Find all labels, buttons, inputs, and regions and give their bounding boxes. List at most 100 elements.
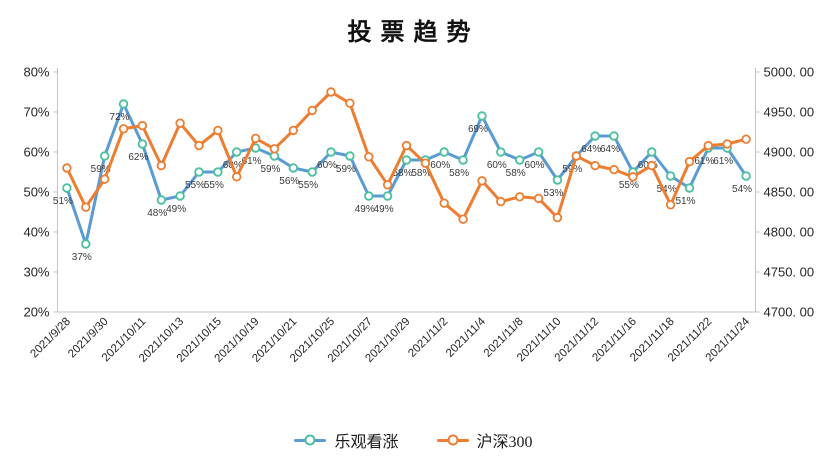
data-point-marker bbox=[458, 214, 468, 224]
data-point-marker bbox=[439, 198, 449, 208]
data-point-marker bbox=[81, 202, 91, 212]
data-point-marker bbox=[326, 87, 336, 97]
data-point-marker bbox=[647, 147, 657, 157]
data-point-marker bbox=[609, 164, 619, 175]
data-point-marker bbox=[99, 174, 110, 184]
legend-label-csi300: 沪深300 bbox=[476, 434, 533, 451]
data-point-label: 51% bbox=[53, 196, 73, 207]
data-point-label: 54% bbox=[657, 184, 677, 195]
data-point-marker bbox=[194, 140, 204, 151]
chart-legend: 乐观看涨 沪深300 bbox=[0, 428, 827, 452]
data-point-label: 59% bbox=[336, 164, 356, 175]
left-axis-tick-label: 20% bbox=[23, 305, 49, 320]
x-axis-tick-label: 2021/11/4 bbox=[444, 315, 488, 359]
data-point-marker bbox=[231, 147, 242, 157]
data-point-marker bbox=[590, 160, 600, 171]
x-axis-tick-label: 2021/11/2 bbox=[406, 316, 450, 360]
data-point-label: 55% bbox=[185, 180, 205, 191]
data-point-marker bbox=[118, 99, 129, 109]
data-point-marker bbox=[99, 151, 110, 161]
data-point-marker bbox=[533, 147, 544, 157]
right-axis-tick-label: 4850. 00 bbox=[764, 185, 815, 200]
legend-circle-marker-icon bbox=[304, 434, 316, 446]
data-point-marker bbox=[288, 125, 298, 136]
data-point-label: 37% bbox=[72, 252, 92, 263]
right-axis-tick-label: 4900. 00 bbox=[764, 145, 815, 160]
right-axis-tick-label: 4800. 00 bbox=[764, 225, 815, 240]
data-point-label: 51% bbox=[675, 196, 695, 207]
data-point-marker bbox=[307, 167, 317, 177]
data-point-marker bbox=[420, 158, 431, 168]
data-point-marker bbox=[137, 120, 148, 131]
left-axis-tick-label: 40% bbox=[23, 225, 49, 240]
data-point-marker bbox=[382, 180, 393, 190]
data-point-marker bbox=[345, 151, 355, 161]
data-point-marker bbox=[722, 139, 732, 149]
chart-title: 投票趋势 bbox=[347, 20, 480, 46]
data-point-label: 60% bbox=[525, 160, 545, 171]
left-axis-tick-label: 30% bbox=[23, 265, 49, 280]
data-point-marker bbox=[213, 167, 223, 177]
data-point-label: 60% bbox=[487, 160, 507, 171]
data-point-label: 72% bbox=[110, 112, 130, 123]
data-point-label: 55% bbox=[298, 180, 318, 191]
data-point-marker bbox=[175, 118, 185, 128]
data-point-marker bbox=[533, 193, 544, 204]
legend-circle-marker-icon bbox=[447, 434, 458, 446]
data-point-marker bbox=[477, 111, 487, 121]
right-axis-tick-label: 5000. 00 bbox=[764, 65, 815, 80]
data-point-marker bbox=[382, 191, 393, 201]
left-axis-tick-label: 70% bbox=[23, 105, 49, 120]
data-point-marker bbox=[458, 155, 468, 165]
data-point-label: 55% bbox=[619, 180, 639, 191]
data-point-marker bbox=[609, 131, 619, 141]
data-point-label: 61% bbox=[694, 156, 714, 167]
data-point-marker bbox=[628, 172, 638, 182]
data-point-label: 69% bbox=[468, 124, 488, 135]
data-point-marker bbox=[684, 156, 695, 167]
data-point-marker bbox=[647, 160, 657, 171]
data-point-label: 54% bbox=[732, 184, 752, 195]
data-point-marker bbox=[156, 160, 166, 171]
right-axis-tick-label: 4700. 00 bbox=[764, 305, 815, 320]
data-point-marker bbox=[269, 144, 280, 154]
data-point-marker bbox=[326, 147, 336, 157]
data-point-label: 59% bbox=[260, 164, 280, 175]
data-point-label: 49% bbox=[166, 204, 186, 215]
data-point-marker bbox=[590, 131, 600, 141]
data-point-label: 61% bbox=[242, 156, 262, 167]
data-point-label: 48% bbox=[147, 208, 167, 219]
legend-item-optimistic: 乐观看涨 bbox=[294, 428, 399, 452]
data-point-marker bbox=[496, 147, 506, 157]
data-point-marker bbox=[665, 171, 676, 181]
data-point-marker bbox=[62, 183, 72, 193]
data-point-marker bbox=[231, 172, 242, 182]
legend-label-optimistic: 乐观看涨 bbox=[334, 434, 399, 451]
data-point-label: 64% bbox=[600, 144, 620, 155]
data-point-marker bbox=[552, 175, 563, 185]
data-point-marker bbox=[496, 196, 506, 207]
data-point-marker bbox=[401, 155, 412, 165]
right-axis-tick-label: 4750. 00 bbox=[764, 265, 815, 280]
legend-item-csi300: 沪深300 bbox=[436, 428, 533, 452]
data-point-label: 60% bbox=[317, 160, 337, 171]
data-point-label: 61% bbox=[713, 156, 733, 167]
data-point-marker bbox=[288, 163, 298, 173]
left-axis-tick-label: 60% bbox=[23, 145, 49, 160]
data-point-label: 60% bbox=[430, 160, 450, 171]
data-point-marker bbox=[439, 147, 449, 157]
left-axis-tick-label: 80% bbox=[23, 65, 49, 80]
data-point-marker bbox=[156, 195, 166, 205]
data-point-label: 64% bbox=[581, 144, 601, 155]
left-axis-tick-label: 50% bbox=[23, 185, 49, 200]
data-point-label: 49% bbox=[374, 204, 394, 215]
data-point-marker bbox=[250, 133, 261, 144]
data-point-label: 58% bbox=[392, 168, 412, 179]
data-point-marker bbox=[62, 163, 72, 173]
x-axis-tick-label: 2021/9/28 bbox=[28, 316, 73, 361]
data-point-marker bbox=[515, 155, 525, 165]
data-point-marker bbox=[364, 191, 374, 201]
data-point-marker bbox=[137, 139, 148, 149]
data-point-marker bbox=[213, 125, 223, 136]
